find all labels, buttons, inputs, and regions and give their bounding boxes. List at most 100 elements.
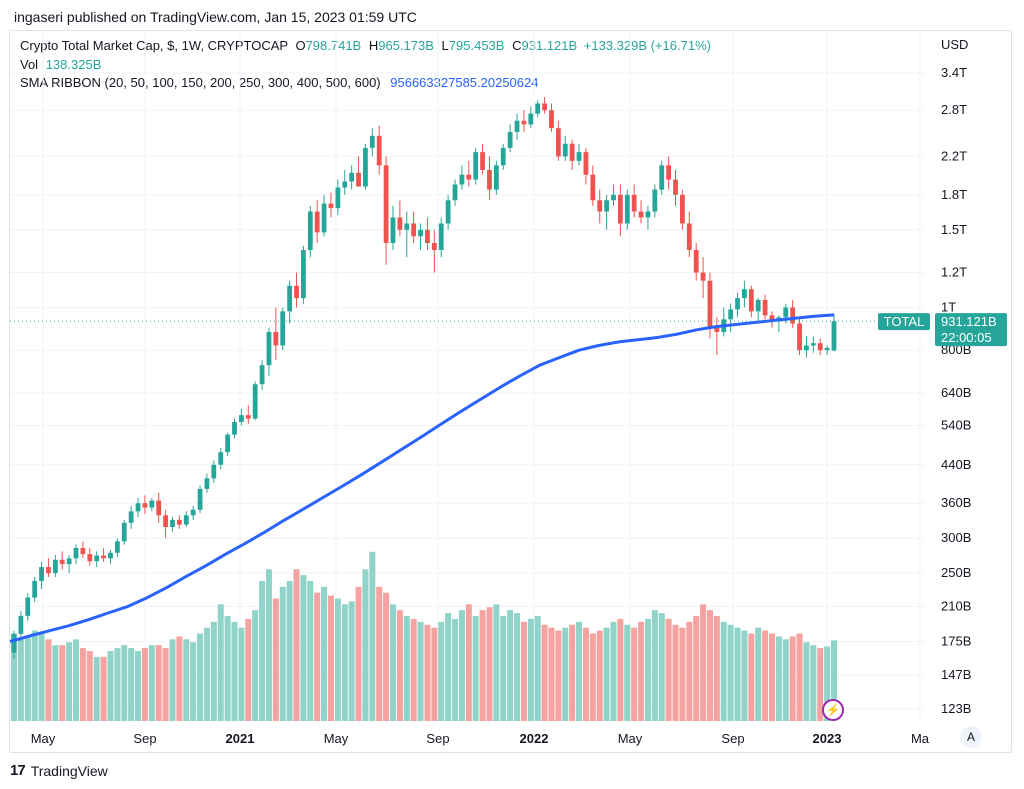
candle-body <box>445 200 451 224</box>
auto-scale-button[interactable]: A <box>960 726 982 748</box>
candle-body <box>673 179 678 195</box>
candle-body <box>528 113 534 125</box>
legend-high-label: H <box>368 38 379 53</box>
candle-body <box>11 633 17 653</box>
volume-bar <box>548 627 555 721</box>
candle-body <box>101 555 106 559</box>
candle-body <box>25 597 31 616</box>
candle-body <box>411 223 417 237</box>
price-tick-label: 440B <box>941 457 971 472</box>
legend-sma-label: SMA RIBBON (20, 50, 100, 150, 200, 250, … <box>20 75 381 90</box>
volume-bar <box>789 636 796 721</box>
legend-vol-label: Vol <box>20 57 39 72</box>
volume-bar <box>327 595 334 721</box>
candle-body <box>480 152 485 170</box>
price-tick-label: 123B <box>941 701 971 716</box>
volume-bar <box>238 627 245 721</box>
volume-bar <box>617 618 624 721</box>
volume-bar <box>803 642 810 721</box>
volume-bar <box>741 630 748 721</box>
volume-bar <box>59 645 66 721</box>
candle-body <box>797 323 802 351</box>
volume-bar <box>706 610 713 721</box>
candle-body <box>521 120 527 125</box>
candle-body <box>790 307 796 324</box>
volume-bar <box>555 630 562 721</box>
volume-bar <box>541 624 548 721</box>
candle-body <box>459 174 465 185</box>
volume-bar <box>286 581 293 721</box>
candle-body <box>301 249 306 299</box>
candle-body <box>769 315 775 322</box>
volume-bar <box>114 648 121 721</box>
volume-bar <box>417 621 424 721</box>
price-tick-label: 640B <box>941 385 971 400</box>
volume-bar <box>817 648 824 721</box>
volume-bar <box>307 581 314 721</box>
legend-close-value: 931.121B <box>521 38 578 53</box>
volume-bar <box>314 592 321 721</box>
volume-bar <box>831 640 837 721</box>
candle-body <box>659 165 665 190</box>
legend-change: +133.329B (+16.71%) <box>583 38 711 53</box>
time-axis: May Sep 2021 May Sep 2022 May Sep 2023 Ma <box>31 731 930 746</box>
volume-bar <box>272 598 279 721</box>
candle-body <box>87 554 93 562</box>
volume-bar <box>472 616 479 721</box>
candle-body <box>824 347 830 351</box>
volume-bar <box>135 651 142 721</box>
price-tick-label: 540B <box>941 418 971 433</box>
candle-body <box>363 147 368 187</box>
volume-bar <box>596 630 603 721</box>
volume-bar <box>341 604 348 721</box>
volume-bar <box>210 621 217 721</box>
volume-bar <box>31 630 38 721</box>
price-tick-label: 300B <box>941 530 971 545</box>
legend-volume-line: Vol 138.325B <box>20 57 101 72</box>
candle-body <box>576 152 582 161</box>
candle-body <box>349 172 355 182</box>
legend-open-value: 798.741B <box>305 38 362 53</box>
volume-bar <box>486 607 493 721</box>
volume-bar <box>197 633 204 721</box>
publish-caption: ingaseri published on TradingView.com, J… <box>14 9 417 25</box>
price-tick-label: 3.4T <box>941 65 967 80</box>
currency-label[interactable]: USD <box>941 37 969 52</box>
candle-body <box>804 345 809 351</box>
candle-body <box>611 194 616 201</box>
volume-bar <box>183 639 190 721</box>
candle-body <box>431 243 437 250</box>
volume-bar <box>768 633 775 721</box>
candle-body <box>645 211 651 218</box>
legend-low-label: L <box>441 38 449 53</box>
price-axis: 3.4T2.8T2.2T1.8T1.5T1.2T1T800B640B540B44… <box>941 65 971 716</box>
grid-lines <box>10 31 925 722</box>
volume-bar <box>279 586 286 721</box>
candle-body <box>376 135 382 166</box>
price-tick-label: 1.2T <box>941 265 967 280</box>
candle-body <box>232 422 237 435</box>
volume-bar <box>810 645 817 721</box>
volume-bar <box>644 618 651 721</box>
candle-body <box>314 211 320 233</box>
candle-body <box>493 165 499 190</box>
candle-body <box>418 229 423 237</box>
candle-body <box>328 203 334 209</box>
candle-body <box>555 128 561 157</box>
candle-body <box>638 211 644 218</box>
candle-body <box>707 280 713 328</box>
tradingview-logo[interactable]: 17 TradingView <box>10 762 108 779</box>
volume-bar <box>100 656 107 721</box>
candle-body <box>583 152 589 175</box>
volume-bar <box>141 648 148 721</box>
time-tick-label: 2021 <box>226 731 255 746</box>
candle-body <box>59 559 65 565</box>
volume-bar <box>534 616 541 721</box>
candle-body <box>80 547 86 555</box>
chart-frame[interactable] <box>9 30 1012 753</box>
volume-bar <box>45 639 52 721</box>
volume-bar <box>396 610 403 721</box>
lightning-icon[interactable]: ⚡ <box>822 699 844 721</box>
